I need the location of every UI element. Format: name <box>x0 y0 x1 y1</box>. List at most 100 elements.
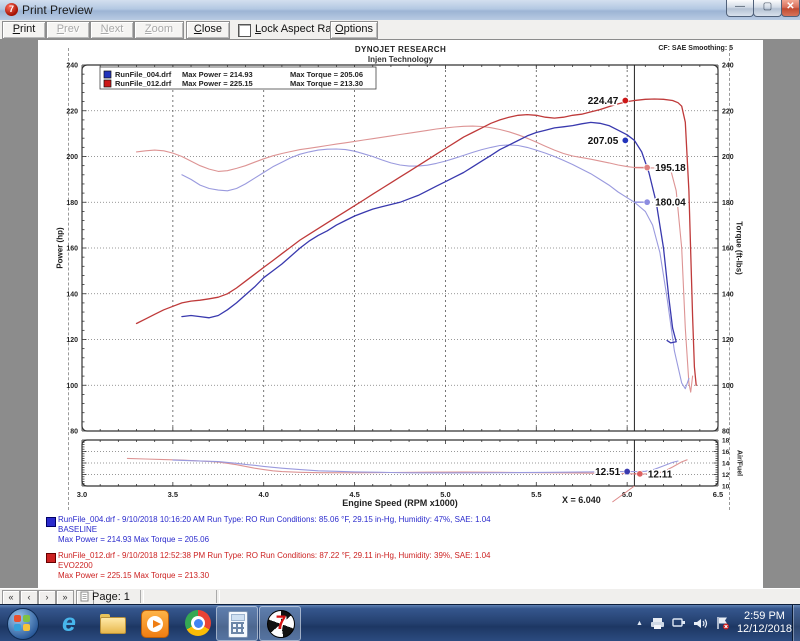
legend-power: Max Power = 225.15 <box>182 79 253 88</box>
marker-dot <box>621 136 629 144</box>
y-tick-label: 120 <box>66 337 78 344</box>
airfuel-axis-label: Air/Fuel <box>735 449 743 477</box>
marker-label: 207.05 <box>588 136 619 147</box>
y-tick-label: 180 <box>66 200 78 207</box>
close-window-button[interactable]: ✕ <box>781 0 800 17</box>
app-icon[interactable]: 7 <box>5 3 18 16</box>
show-desktop-button[interactable] <box>792 605 800 641</box>
y-tick-label: 18 <box>722 438 730 445</box>
y-tick-label: 240 <box>722 63 734 70</box>
media-player-icon[interactable] <box>141 610 169 638</box>
marker-label: 195.18 <box>655 163 686 174</box>
marker-label: 12.51 <box>595 467 620 478</box>
volume-icon[interactable] <box>693 617 708 630</box>
next-page-button[interactable]: › <box>38 590 56 605</box>
start-button[interactable] <box>7 608 39 640</box>
print-button[interactable]: Print <box>2 21 46 39</box>
legend-file: RunFile_004.drf <box>115 70 172 79</box>
folder-tab <box>100 614 110 619</box>
calc-screen <box>231 614 245 621</box>
power-axis-label: Power (hp) <box>55 227 65 269</box>
y-tick-label: 180 <box>722 200 734 207</box>
y-tick-label: 200 <box>66 154 78 161</box>
series-torque-004 <box>181 144 690 390</box>
hidden-icons-arrow[interactable]: ▲ <box>636 619 643 627</box>
next-button[interactable]: Next <box>90 21 134 39</box>
removable-device-icon[interactable] <box>672 617 686 630</box>
y-tick-label: 120 <box>722 337 734 344</box>
prev-page-button[interactable]: ‹ <box>20 590 38 605</box>
y-tick-label: 80 <box>722 429 730 436</box>
maximize-button[interactable]: ▢ <box>753 0 782 17</box>
y-tick-label: 12 <box>722 472 730 479</box>
y-tick-label: 10 <box>722 484 730 491</box>
page-margin-left <box>68 48 69 510</box>
y-tick-label: 220 <box>66 108 78 115</box>
printer-icon[interactable] <box>650 617 665 630</box>
legend-torque: Max Torque = 213.30 <box>290 79 363 88</box>
taskbar-clock[interactable]: 2:59 PM 12/12/2018 <box>737 610 792 636</box>
first-page-button[interactable]: « <box>2 590 20 605</box>
run2-line1: RunFile_012.drf - 9/10/2018 12:52:38 PM … <box>58 551 491 560</box>
last-page-button[interactable]: » <box>56 590 74 605</box>
start-flag-yellow <box>23 624 30 631</box>
play-glyph <box>153 620 161 628</box>
page-margin-right <box>729 48 730 510</box>
legend-swatch <box>103 70 112 79</box>
winpep-task-button[interactable]: 7 <box>259 606 301 641</box>
folder-body <box>100 617 126 634</box>
close-preview-button[interactable]: Close <box>186 21 230 39</box>
titlebar[interactable]: 7 Print Preview — ▢ ✕ <box>0 0 800 21</box>
y-tick-label: 80 <box>70 429 78 436</box>
x-tick-label: 4.5 <box>349 490 359 499</box>
calculator-icon <box>228 611 248 638</box>
preview-client-area: DYNOJET RESEARCH Injen Technology CF: SA… <box>0 39 800 588</box>
lock-aspect-label: Lock Aspect Ratio <box>255 23 344 35</box>
lock-aspect-checkbox[interactable] <box>238 24 251 37</box>
run1-line3: Max Power = 214.93 Max Torque = 205.06 <box>58 535 210 544</box>
clock-time: 2:59 PM <box>743 610 785 622</box>
minimize-button[interactable]: — <box>726 0 754 17</box>
zoom-out-button[interactable]: Zoom Out <box>134 21 184 50</box>
marker-label: 180.04 <box>655 198 686 209</box>
toolbar: Print Prev Next Zoom Out Close Lock Aspe… <box>0 20 800 50</box>
smoothing-label: CF: SAE Smoothing: 5 <box>658 45 733 52</box>
y-tick-label: 160 <box>66 246 78 253</box>
page-setup-button[interactable] <box>76 590 94 605</box>
run2-line2: EVO2200 <box>58 561 93 570</box>
action-center-flag-icon[interactable] <box>715 616 730 630</box>
wmp-tile <box>141 610 169 638</box>
file-explorer-icon[interactable] <box>99 610 126 636</box>
start-flag-red <box>14 615 21 622</box>
x-tick-label: 3.0 <box>77 490 87 499</box>
run2-line3: Max Power = 225.15 Max Torque = 213.30 <box>58 571 210 580</box>
page-number-label: Page: 1 <box>92 591 130 603</box>
chrome-icon[interactable] <box>185 610 211 636</box>
run1-line1: RunFile_004.drf - 9/10/2018 10:16:20 AM … <box>58 515 491 524</box>
report-header-line2: Injen Technology <box>367 55 434 64</box>
run1-line2: BASELINE <box>58 525 98 534</box>
options-button[interactable]: Options <box>330 21 378 39</box>
legend-torque: Max Torque = 205.06 <box>290 70 363 79</box>
clock-date: 12/12/2018 <box>736 623 792 635</box>
calculator-task-button[interactable] <box>216 606 258 641</box>
run1-swatch <box>46 517 56 527</box>
chrome-center <box>193 618 203 628</box>
cursor-x-label: X = 6.040 <box>562 495 601 505</box>
y-tick-label: 160 <box>722 246 734 253</box>
x-tick-label: 5.0 <box>440 490 450 499</box>
y-tick-label: 220 <box>722 108 734 115</box>
internet-explorer-icon[interactable]: e <box>62 609 76 637</box>
legend-file: RunFile_012.drf <box>115 79 172 88</box>
page-setup-icon <box>80 591 89 602</box>
marker-dot <box>636 470 644 478</box>
y-tick-label: 140 <box>722 291 734 298</box>
cursor-label-leader <box>612 485 635 503</box>
marker-dot <box>643 164 651 172</box>
prev-button[interactable]: Prev <box>46 21 90 39</box>
legend-swatch <box>103 79 112 88</box>
winpep-icon: 7 <box>267 610 295 638</box>
y-tick-label: 100 <box>722 383 734 390</box>
marker-dot <box>623 468 631 476</box>
statusbar-separator <box>216 590 220 603</box>
